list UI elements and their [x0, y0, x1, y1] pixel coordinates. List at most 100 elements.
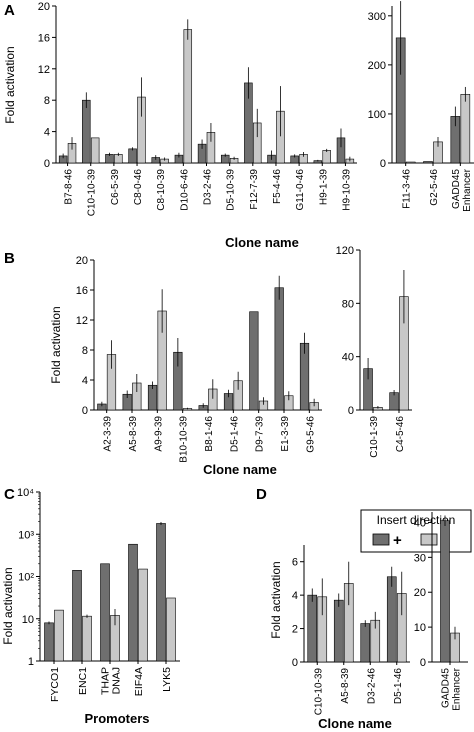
- panel-a-sub0-category-label: D5-10-39: [226, 169, 237, 211]
- panel-d-sub1-ytick-label: 0: [420, 657, 426, 669]
- panel-a-sub0-ytick-label: 16: [38, 32, 50, 44]
- panel-b-sub0-category-label: E1-3-39: [280, 416, 291, 452]
- panel-c-sub0-ytick-label: 1: [28, 656, 34, 668]
- panel-a-sub0-bar-plus: [128, 148, 137, 164]
- panel-a-sub1-bar-minus: [405, 161, 416, 164]
- panel-c-sub0-bar-minus: [138, 568, 148, 662]
- panel-a-sub1-category-label: Enhancer: [462, 168, 473, 211]
- panel-b-sub0-ytick-label: 0: [82, 405, 88, 417]
- panel-d-sub0-ytick-label: 6: [292, 557, 298, 569]
- legend-title: Insert direction: [377, 513, 456, 527]
- panel-d-sub1-plot: 0 10 20 30 40 GADD45 Enhancer: [414, 512, 468, 711]
- panel-d-sub0-ytick-label: 0: [292, 657, 298, 669]
- panel-b-sub0-category-label: D5-1-46: [229, 416, 240, 453]
- panel-a-sub0-ytick-label: 8: [44, 95, 50, 107]
- panel-c-sub0-category-label: ENC1: [77, 667, 89, 695]
- panel-b-sub1-plot: 0 40 80 120 C10-1-39 C4-5-46: [336, 245, 412, 458]
- panel-d-sub0-bar-plus: [307, 594, 318, 663]
- panel-letter-d: D: [256, 486, 267, 503]
- panel-a-sub0-category-label: G11-0-46: [295, 169, 306, 211]
- panel-a-sub0-category-label: B7-8-46: [64, 169, 75, 205]
- panel-c-sub0-ytick-label: 10²: [18, 572, 34, 584]
- panel-c-sub0-category-label: DNAJ: [111, 667, 123, 694]
- panel-d-sub0-bar-plus: [386, 576, 397, 663]
- panel-d-sub1-ytick-label: 10: [414, 622, 426, 634]
- panel-a-sub0-category-label: D10-6-46: [179, 169, 190, 211]
- panel-a-sub0-category-label: C6-5-39: [110, 169, 121, 206]
- panel-a-sub0-category-label: C8-0-46: [133, 169, 144, 206]
- panel-a-sub0-category-label: C8-10-39: [156, 169, 167, 211]
- panel-b-sub0-category-label: B8-1-46: [204, 416, 215, 452]
- panel-a-sub1-ytick-label: 200: [368, 60, 386, 72]
- panel-c-sub0-category-label: LYK5: [161, 667, 173, 692]
- panel-b-sub0-ytick-label: 8: [82, 345, 88, 357]
- panel-d-sub0-category-label: A5-8-39: [340, 668, 351, 704]
- panel-d-sub0-category-label: D3-2-46: [366, 668, 377, 705]
- panel-d-sub1-ytick-label: 30: [414, 552, 426, 564]
- panel-d-sub1-category-label: GADD45: [441, 668, 452, 708]
- panel-a-sub0-category-label: D3-2-46: [203, 169, 214, 206]
- panel-a-sub1-category-label: F11-3-46: [402, 169, 413, 209]
- panel-a-sub1-category-label: G2-5-46: [429, 169, 440, 206]
- panel-c-sub0-plot: 1 10 10² 10³ 10⁴ FYCO1 ENC1 THAP DNAJ EIF4A LYK5: [17, 487, 180, 702]
- panel-c-sub0-bar-minus: [82, 615, 92, 662]
- panel-b-sub0-category-label: A2-3-39: [103, 416, 114, 452]
- panel-b-sub0-category-label: B10-10-39: [179, 416, 190, 463]
- panel-c-xlabel: Promoters: [84, 711, 149, 726]
- panel-d-sub0-bar-plus: [360, 623, 371, 663]
- panel-a-sub0-bar-minus: [322, 150, 331, 164]
- panel-b-sub1-ytick-label: 120: [336, 245, 354, 257]
- panel-c-sub0-ytick-label: 10⁴: [17, 487, 34, 499]
- panel-d-sub0-bar-plus: [333, 599, 344, 663]
- panel-b-sub0-ytick-label: 16: [76, 285, 88, 297]
- panel-a-ylabel: Fold activation: [3, 46, 17, 123]
- panel-b-sub0-bar-plus: [274, 287, 284, 411]
- panel-b-sub0-category-label: A9-9-39: [153, 416, 164, 452]
- panel-b-sub0-category-label: A5-8-39: [128, 416, 139, 452]
- panel-d-sub1-category-label: Enhancer: [452, 667, 463, 710]
- panel-a-sub0-category-label: F12-7-39: [249, 169, 260, 210]
- panel-b-sub1-category-label: C10-1-39: [369, 416, 380, 458]
- panel-b-sub0-ytick-label: 12: [76, 315, 88, 327]
- panel-a-sub1-ytick-label: 0: [380, 158, 386, 170]
- panel-b-sub0-ytick-label: 4: [82, 375, 88, 387]
- panel-a-sub1-plot: 0 100 200 300 F11-3-46 G2-5-46 GADD45 Enhancer: [368, 1, 474, 212]
- panel-a-sub0-ytick-label: 4: [44, 127, 50, 139]
- panel-b-sub1-ytick-label: 0: [348, 405, 354, 417]
- panel-letter-a: A: [4, 2, 15, 19]
- panel-c-sub0-bar-plus: [156, 523, 166, 662]
- panel-d-sub0-plot: 0 2 4 6 C10-10-39 A5-8-39 D3-2-46 D5-1-46: [292, 545, 410, 715]
- panel-c-sub0-category-label: FYCO1: [49, 667, 61, 702]
- panel-c-sub0-ytick-label: 10: [22, 614, 34, 626]
- panel-a-sub0-category-label: H9-1-39: [318, 169, 329, 206]
- legend: Insert direction + –: [360, 509, 472, 553]
- panel-a-sub0-ytick-label: 12: [38, 64, 50, 76]
- panel-a-sub1-bar-plus: [423, 161, 433, 164]
- panel-b-sub1-ytick-label: 80: [342, 298, 354, 310]
- panel-a-sub0-category-label: H9-10-39: [341, 169, 352, 211]
- legend-label-plus: +: [393, 532, 402, 549]
- legend-swatch-minus: [420, 533, 438, 546]
- panel-d-sub1-bar-plus: [440, 520, 450, 663]
- panel-a-sub0-ytick-label: 20: [38, 1, 50, 13]
- panel-b-sub1-category-label: C4-5-46: [395, 416, 406, 453]
- panel-c-sub0-bar-minus: [54, 609, 64, 662]
- panel-d-xlabel: Clone name: [318, 716, 392, 731]
- panel-a-sub0-plot: 0 4 8 12 16 20 B7-8-46 C10-10-39 C6-5-39 C8-0-46 C…: [38, 1, 357, 216]
- panel-d-sub0-category-label: D5-1-46: [393, 668, 404, 705]
- panel-c-sub0-bar-plus: [44, 622, 54, 662]
- panel-d-sub1-ytick-label: 40: [414, 517, 426, 529]
- panel-b-sub0-bar-plus: [249, 311, 259, 411]
- panel-letter-b: B: [4, 250, 15, 267]
- panel-a-sub0-bar-minus: [90, 137, 100, 164]
- panel-a-sub0-category-label: F5-4-46: [272, 169, 283, 204]
- panel-d-sub0-category-label: C10-10-39: [313, 668, 324, 716]
- panel-c-sub0-bar-minus: [166, 597, 176, 662]
- panel-c-sub0-category-label: THAP: [100, 667, 112, 695]
- panel-letter-c: C: [4, 486, 15, 503]
- panel-a-sub1-ytick-label: 300: [368, 11, 386, 23]
- panel-c-ylabel: Fold activation: [1, 567, 15, 644]
- panel-a-sub0-bar-plus: [82, 99, 91, 164]
